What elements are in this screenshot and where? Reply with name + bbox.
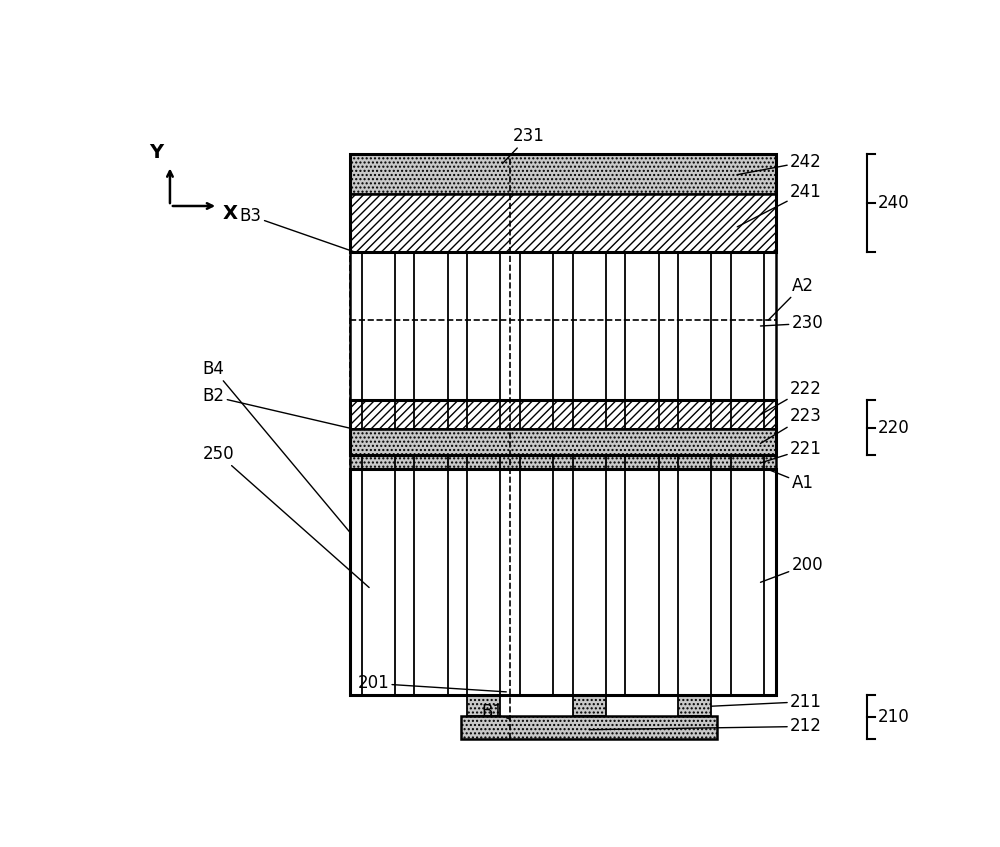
Bar [414, 455, 448, 469]
Bar [731, 252, 764, 401]
Text: 200: 200 [761, 556, 823, 582]
Bar [362, 455, 395, 469]
Text: A2: A2 [768, 277, 814, 320]
Bar [520, 401, 553, 429]
Bar [731, 401, 764, 429]
Bar [414, 252, 448, 401]
Bar [625, 401, 659, 429]
Bar [520, 252, 553, 401]
Text: 240: 240 [878, 194, 909, 212]
Bar [678, 401, 711, 429]
Text: B1: B1 [482, 703, 510, 721]
Bar [467, 469, 500, 695]
Text: 210: 210 [878, 708, 909, 727]
Text: 241: 241 [737, 183, 822, 227]
Bar [350, 401, 776, 455]
Text: 201: 201 [358, 674, 506, 692]
Bar [573, 455, 606, 469]
Bar [350, 469, 776, 695]
Bar [573, 401, 606, 429]
Bar [362, 401, 395, 429]
Bar [678, 695, 711, 716]
Bar [467, 401, 500, 429]
Bar [350, 401, 776, 429]
Text: 242: 242 [737, 152, 822, 174]
Bar [350, 455, 776, 469]
Text: 230: 230 [761, 314, 823, 332]
Text: Y: Y [149, 142, 163, 162]
Bar [625, 455, 659, 469]
Bar [467, 455, 500, 469]
Bar [573, 469, 606, 695]
Bar [362, 252, 395, 401]
Bar [350, 194, 776, 252]
Bar [467, 252, 500, 401]
Text: 222: 222 [761, 379, 822, 415]
Bar [461, 716, 717, 739]
Bar [414, 401, 448, 429]
Bar [678, 469, 711, 695]
Bar [350, 429, 776, 455]
Text: B3: B3 [240, 207, 354, 252]
Bar [625, 252, 659, 401]
Text: 223: 223 [761, 407, 822, 443]
Bar [350, 469, 776, 695]
Bar [350, 154, 776, 194]
Bar [362, 469, 395, 695]
Text: 212: 212 [589, 717, 822, 735]
Text: B2: B2 [202, 387, 354, 429]
Bar [414, 469, 448, 695]
Bar [731, 455, 764, 469]
Text: 211: 211 [711, 693, 822, 711]
Text: 220: 220 [878, 418, 909, 437]
Text: A1: A1 [768, 469, 814, 492]
Bar [350, 154, 776, 252]
Bar [678, 252, 711, 401]
Bar [520, 469, 553, 695]
Text: X: X [223, 204, 238, 224]
Bar [573, 695, 606, 716]
Bar [467, 695, 500, 716]
Text: B4: B4 [202, 360, 350, 532]
Bar [731, 469, 764, 695]
Text: 221: 221 [761, 440, 822, 463]
Bar [573, 252, 606, 401]
Bar [520, 455, 553, 469]
Bar [350, 252, 776, 401]
Bar [678, 455, 711, 469]
Bar [625, 469, 659, 695]
Text: 250: 250 [202, 445, 369, 588]
Text: 231: 231 [502, 127, 544, 163]
